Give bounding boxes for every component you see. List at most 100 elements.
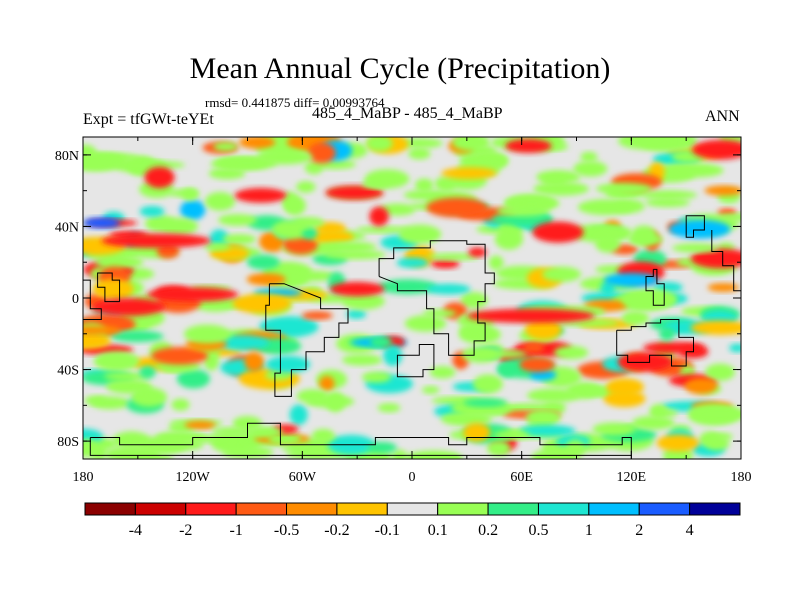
anomaly-blob — [168, 189, 199, 198]
coastline-path — [378, 240, 495, 356]
coastline-path — [711, 230, 741, 292]
anomaly-blob — [247, 426, 283, 438]
x-tick-label: 60W — [289, 470, 317, 485]
anomaly-blob — [434, 176, 458, 192]
anomaly-blob — [319, 376, 335, 392]
coastline-path — [616, 319, 694, 367]
anomaly-blob — [203, 242, 231, 251]
anomaly-blob — [621, 310, 650, 326]
anomaly-blob — [259, 316, 319, 338]
colorbar-label: -4 — [129, 522, 142, 539]
anomaly-blob — [627, 233, 664, 245]
anomaly-blob — [292, 217, 325, 228]
anomaly-blob — [404, 315, 447, 332]
colorbar-swatch — [537, 502, 590, 516]
case-label: 485_4_MaBP - 485_4_MaBP — [312, 105, 503, 122]
anomaly-blob — [286, 447, 343, 459]
coastline-path — [265, 283, 349, 397]
anomaly-blob — [526, 388, 581, 403]
anomaly-blob — [176, 369, 211, 389]
anomaly-blob — [325, 391, 346, 413]
x-tick-label: 0 — [409, 470, 416, 485]
colorbar-label: 4 — [686, 522, 694, 539]
anomaly-blob — [600, 281, 616, 296]
anomaly-blob — [542, 266, 582, 282]
anomaly-blob — [640, 190, 698, 200]
anomaly-blob — [369, 206, 389, 227]
anomaly-blob — [180, 199, 206, 221]
anomaly-blob — [533, 181, 590, 196]
anomaly-blob — [171, 398, 190, 411]
anomaly-blob — [356, 226, 412, 234]
y-tick-label: 80S — [57, 435, 79, 450]
x-tick-label: 60E — [510, 470, 533, 485]
anomaly-blob — [577, 199, 635, 216]
anomaly-blob — [110, 330, 164, 343]
colorbar: -4 -2 -1 -0.5 -0.2 -0.1 0.1 0.2 0.5 1 2 4 — [84, 502, 741, 539]
anomaly-blob — [244, 352, 265, 372]
anomaly-blob — [422, 309, 457, 318]
anomaly-blob — [496, 205, 550, 217]
colorbar-swatch — [386, 502, 439, 516]
colorbar-label: -1 — [229, 522, 242, 539]
anomaly-blob — [505, 138, 552, 154]
anomaly-blob — [346, 309, 367, 319]
anomaly-blob — [414, 178, 434, 193]
colorbar-label: 0.5 — [528, 522, 548, 539]
anomaly-blob — [84, 395, 107, 406]
anomaly-blob — [222, 234, 257, 245]
anomaly-blob — [622, 289, 678, 309]
anomaly-blob — [311, 230, 354, 245]
anomaly-blob — [404, 450, 464, 459]
colorbar-swatch — [689, 502, 741, 516]
colorbar-label: -0.2 — [324, 522, 349, 539]
anomaly-blob — [478, 349, 527, 358]
anomaly-blob — [398, 224, 442, 244]
y-tick-label: 40S — [57, 364, 79, 379]
anomaly-blob — [692, 139, 741, 160]
x-axis: 180 120W 60W 0 60E 120E 180 — [73, 137, 752, 485]
anomaly-blob — [554, 345, 589, 360]
anomaly-blob — [707, 432, 733, 441]
anomaly-blob — [704, 185, 741, 196]
north-pacific-wet — [83, 217, 120, 229]
y-axis: 80N 40N 0 40S 80S — [55, 149, 741, 450]
anomaly-blob — [592, 422, 636, 436]
experiment-label: Expt = tfGWt-teYEt — [83, 111, 214, 128]
colorbar-swatch — [487, 502, 539, 516]
anomaly-blob — [571, 223, 633, 243]
anomaly-blob — [151, 347, 208, 365]
anomaly-blob — [246, 273, 286, 286]
anomaly-blob — [408, 147, 431, 160]
anomaly-blob — [103, 372, 150, 381]
anomaly-blob — [93, 351, 140, 372]
chart-title: Mean Annual Cycle (Precipitation) — [189, 52, 611, 85]
anomaly-blob — [403, 190, 445, 201]
season-label: ANN — [705, 108, 740, 125]
anomaly-blob — [296, 181, 316, 193]
anomaly-blob — [472, 374, 503, 394]
anomaly-blob — [645, 197, 690, 208]
coastline-path — [97, 272, 121, 303]
anomaly-blob — [721, 213, 741, 221]
anomaly-blob — [319, 241, 377, 253]
anomaly-blob — [325, 185, 384, 200]
anomaly-blob — [268, 433, 302, 445]
anomaly-blob — [707, 283, 740, 292]
anomaly-blob — [429, 366, 456, 379]
atlantic-dry — [329, 281, 385, 297]
colorbar-swatch — [437, 502, 489, 516]
anomaly-blob — [519, 424, 576, 437]
anomaly-blob — [523, 342, 545, 353]
anomaly-blob — [668, 219, 731, 239]
chart-subtitle-stats: rmsd= 0.441875 diff= 0.00993764 — [205, 95, 385, 110]
west-pacific-dry-band — [92, 298, 166, 316]
anomaly-blob — [427, 253, 480, 261]
colorbar-label: -0.5 — [274, 522, 299, 539]
anomaly-blob — [83, 438, 100, 458]
anomaly-blob — [184, 420, 216, 430]
anomaly-blob — [605, 378, 644, 396]
anomaly-blob — [379, 203, 416, 216]
anomaly-blob — [341, 292, 385, 310]
